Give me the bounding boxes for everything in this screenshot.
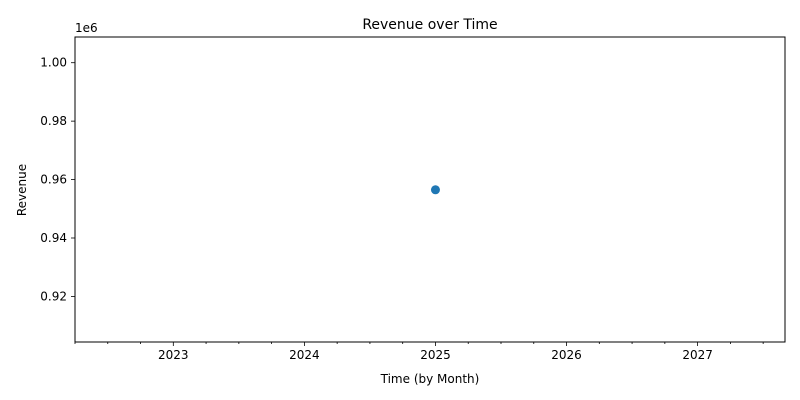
y-axis-label: Revenue [15,164,29,216]
x-axis-label: Time (by Month) [380,372,480,386]
y-offset-label: 1e6 [75,21,98,35]
data-point [430,185,440,195]
y-tick-label: 0.92 [40,289,67,303]
x-tick-label: 2024 [289,348,320,362]
data-points [430,185,440,195]
plot-frame [74,36,786,343]
y-tick-label: 0.98 [40,114,67,128]
chart-title: Revenue over Time [362,17,497,33]
x-tick-label: 2026 [551,348,582,362]
y-tick-label: 0.96 [40,173,67,187]
axis-ticks: 2023 2024 2025 2026 2027 0.92 0.94 0.96 0.98 1.00 [40,56,764,362]
x-tick-label: 2025 [420,348,451,362]
x-tick-label: 2023 [158,348,189,362]
y-tick-label: 0.94 [40,231,67,245]
y-tick-label: 1.00 [40,56,67,70]
x-tick-label: 2027 [682,348,713,362]
